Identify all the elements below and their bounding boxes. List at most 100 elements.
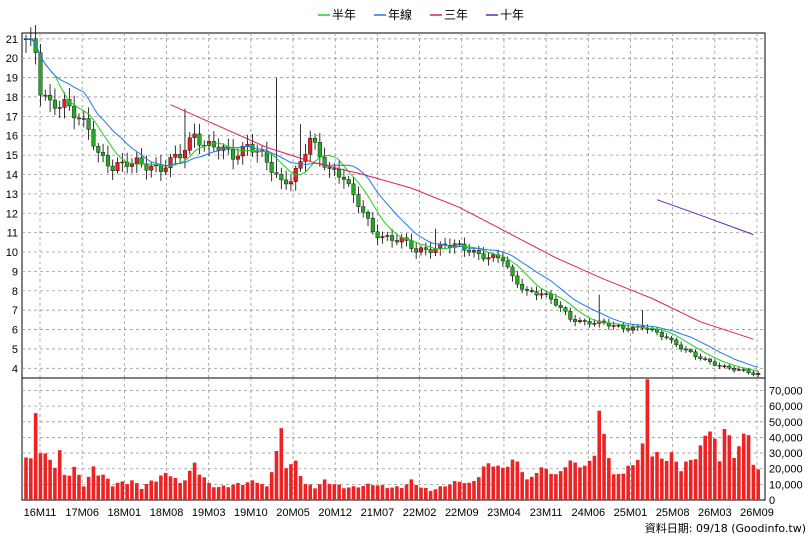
x-tick-label: 18M08 bbox=[150, 507, 184, 519]
volume-bar bbox=[149, 480, 154, 500]
volume-bar bbox=[351, 486, 356, 500]
volume-bar bbox=[534, 472, 539, 500]
candle-body bbox=[433, 248, 438, 253]
candle-body bbox=[211, 141, 216, 148]
volume-bar bbox=[496, 465, 500, 500]
volume-bar bbox=[703, 435, 707, 500]
volume-bar bbox=[183, 480, 187, 500]
volume-bar bbox=[631, 465, 635, 500]
volume-bar bbox=[139, 488, 144, 500]
candle-body bbox=[322, 156, 327, 168]
x-tick-label: 26M03 bbox=[698, 507, 732, 519]
volume-bar bbox=[43, 453, 48, 500]
volume-bar bbox=[361, 485, 365, 500]
volume-bar bbox=[746, 435, 751, 500]
volume-bar bbox=[554, 474, 558, 500]
volume-bar bbox=[443, 486, 447, 500]
legend-label: 十年 bbox=[500, 8, 524, 22]
candle-body bbox=[674, 339, 679, 346]
volume-bar bbox=[115, 482, 120, 500]
price-panel: 4 5 6 7 8 9 10 11 12 13 14 15 16 17 18 19 20 21 bbox=[6, 25, 766, 379]
candle-body bbox=[81, 118, 86, 120]
candle-body bbox=[139, 157, 144, 165]
candle-body bbox=[96, 146, 101, 153]
volume-bar bbox=[371, 485, 375, 500]
candle-body bbox=[582, 320, 587, 322]
candle-body bbox=[491, 254, 496, 258]
candle-body bbox=[385, 235, 390, 237]
candle-body bbox=[134, 157, 139, 164]
candle-body bbox=[308, 137, 313, 155]
candle-body bbox=[72, 105, 77, 119]
candle-body bbox=[544, 293, 549, 295]
candle-body bbox=[746, 369, 751, 373]
volume-bar bbox=[525, 479, 529, 500]
volume-bar bbox=[693, 459, 698, 500]
x-tick-label: 20M12 bbox=[318, 507, 352, 519]
ma-ten-year-line bbox=[656, 199, 754, 236]
x-tick-label: 25M01 bbox=[614, 507, 648, 519]
volume-bar bbox=[635, 459, 640, 500]
volume-bar bbox=[640, 443, 645, 500]
volume-bar bbox=[231, 484, 235, 500]
candle-body bbox=[534, 291, 539, 296]
volume-bar bbox=[106, 478, 110, 500]
candle-body bbox=[621, 324, 626, 329]
volume-bar bbox=[269, 472, 274, 500]
candle-body bbox=[539, 293, 544, 296]
volume-bar bbox=[144, 484, 149, 500]
candle-body bbox=[231, 149, 236, 160]
volume-bar bbox=[664, 460, 669, 500]
candle-body bbox=[91, 129, 96, 147]
candle-body bbox=[549, 293, 554, 300]
volume-bar bbox=[289, 464, 293, 500]
volume-bar bbox=[515, 461, 520, 500]
candle-body bbox=[520, 283, 525, 290]
volume-bar bbox=[544, 468, 549, 500]
candle-body bbox=[467, 249, 472, 253]
volume-bar bbox=[438, 486, 443, 500]
candle-body bbox=[568, 311, 573, 320]
volume-bar bbox=[727, 435, 732, 500]
candle-body bbox=[630, 327, 635, 331]
volume-bar bbox=[322, 479, 327, 500]
volume-tick-label: 70,000 bbox=[769, 386, 803, 398]
volume-tick-label: 10,000 bbox=[769, 479, 803, 491]
volume-bar bbox=[467, 482, 471, 500]
volume-bar bbox=[236, 482, 240, 500]
volume-bar bbox=[539, 467, 544, 500]
volume-bar bbox=[732, 457, 736, 500]
candle-body bbox=[698, 356, 703, 359]
volume-bar bbox=[404, 484, 409, 500]
volume-bar bbox=[385, 488, 390, 500]
price-plot-frame bbox=[21, 32, 766, 379]
volume-bar bbox=[414, 484, 418, 500]
candle-body bbox=[587, 321, 592, 325]
volume-bar bbox=[722, 428, 727, 500]
candle-body bbox=[317, 142, 322, 158]
price-tick-label: 12 bbox=[6, 208, 18, 220]
volume-bar bbox=[424, 487, 428, 500]
candle-body bbox=[101, 152, 106, 156]
x-tick-label: 16M11 bbox=[24, 507, 57, 519]
volume-bar bbox=[380, 485, 385, 500]
volume-bar bbox=[192, 462, 197, 500]
x-tick-label: 19M10 bbox=[234, 507, 268, 519]
volume-bar bbox=[395, 486, 399, 500]
x-tick-label: 25M08 bbox=[656, 507, 690, 519]
candle-body bbox=[708, 358, 713, 363]
volume-bar bbox=[221, 485, 226, 500]
ma-year-line bbox=[25, 38, 759, 368]
candle-body bbox=[110, 165, 115, 171]
volume-bar bbox=[563, 467, 568, 500]
volume-bar bbox=[602, 433, 606, 500]
candle-body bbox=[163, 167, 168, 172]
candle-body bbox=[703, 358, 708, 360]
volume-bar bbox=[399, 488, 404, 500]
x-tick-label: 23M04 bbox=[487, 507, 521, 519]
volume-tick-label: 50,000 bbox=[769, 417, 803, 429]
volume-bar bbox=[409, 479, 414, 500]
candle-body bbox=[366, 212, 371, 219]
volume-bar bbox=[655, 452, 659, 500]
